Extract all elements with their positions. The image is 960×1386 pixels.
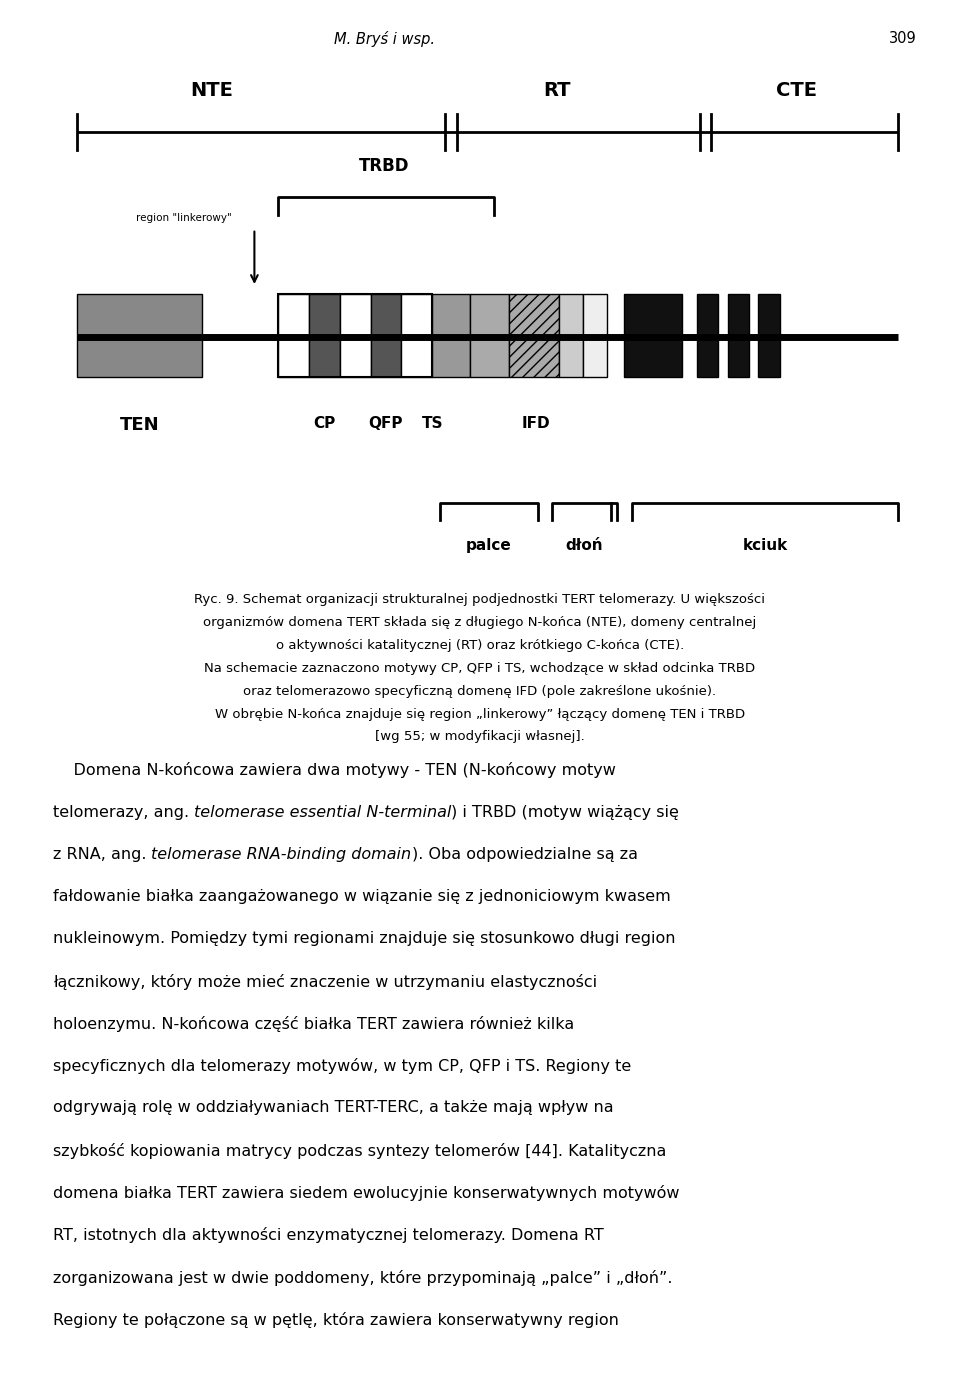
Text: telomerase essential N-terminal: telomerase essential N-terminal [194, 804, 451, 819]
Bar [470, 294, 509, 377]
Text: specyficznych dla telomerazy motywów, w tym CP, QFP i TS. Regiony te: specyficznych dla telomerazy motywów, w … [53, 1059, 631, 1074]
Text: holoenzymu. N-końcowa część białka TERT zawiera również kilka: holoenzymu. N-końcowa część białka TERT … [53, 1016, 574, 1033]
Text: M. Bryś i wsp.: M. Bryś i wsp. [333, 30, 435, 47]
Bar [278, 294, 309, 377]
Text: QFP: QFP [369, 416, 403, 431]
Bar [432, 294, 470, 377]
Bar [401, 294, 432, 377]
Bar [278, 294, 432, 377]
Text: Regiony te połączone są w pętlę, która zawiera konserwatywny region: Regiony te połączone są w pętlę, która z… [53, 1311, 618, 1328]
Text: zorganizowana jest w dwie poddomeny, które przypominają „palce” i „dłoń”.: zorganizowana jest w dwie poddomeny, któ… [53, 1270, 672, 1286]
Bar [583, 294, 607, 377]
Text: region "linkerowy": region "linkerowy" [136, 212, 232, 223]
Bar [340, 294, 371, 377]
Text: TRBD: TRBD [359, 158, 409, 175]
Text: ). Oba odpowiedzialne są za: ). Oba odpowiedzialne są za [412, 847, 637, 862]
Text: TS: TS [422, 416, 444, 431]
Text: ) i TRBD (motyw wiążący się: ) i TRBD (motyw wiążący się [451, 804, 680, 819]
Text: kciuk: kciuk [742, 538, 788, 553]
Text: Ryc. 9. Schemat organizacji strukturalnej podjednostki TERT telomerazy. U większ: Ryc. 9. Schemat organizacji strukturalne… [195, 593, 765, 606]
Text: telomerase RNA-binding domain: telomerase RNA-binding domain [152, 847, 412, 862]
Text: IFD: IFD [521, 416, 550, 431]
Text: RT, istotnych dla aktywności enzymatycznej telomerazy. Domena RT: RT, istotnych dla aktywności enzymatyczn… [53, 1228, 604, 1243]
Text: o aktywności katalitycznej (RT) oraz krótkiego C-końca (CTE).: o aktywności katalitycznej (RT) oraz kró… [276, 639, 684, 651]
Text: NTE: NTE [190, 80, 232, 100]
Text: nukleinowym. Pomiędzy tymi regionami znajduje się stosunkowo długi region: nukleinowym. Pomiędzy tymi regionami zna… [53, 931, 675, 947]
Text: z RNA, ang.: z RNA, ang. [53, 847, 152, 862]
Text: W obrębie N-końca znajduje się region „linkerowy” łączący domenę TEN i TRBD: W obrębie N-końca znajduje się region „l… [215, 708, 745, 721]
Text: Na schemacie zaznaczono motywy CP, QFP i TS, wchodzące w skład odcinka TRBD: Na schemacie zaznaczono motywy CP, QFP i… [204, 663, 756, 675]
Text: organizmów domena TERT składa się z długiego N-końca (NTE), domeny centralnej: organizmów domena TERT składa się z dług… [204, 615, 756, 629]
Text: odgrywają rolę w oddziaływaniach TERT-TERC, a także mają wpływ na: odgrywają rolę w oddziaływaniach TERT-TE… [53, 1100, 613, 1116]
Text: telomerazy, ang.: telomerazy, ang. [53, 804, 194, 819]
Bar [77, 294, 202, 377]
Bar [509, 294, 559, 377]
Text: TEN: TEN [119, 416, 159, 434]
Text: CP: CP [313, 416, 336, 431]
Text: domena białka TERT zawiera siedem ewolucyjnie konserwatywnych motywów: domena białka TERT zawiera siedem ewoluc… [53, 1185, 680, 1202]
Bar [559, 294, 583, 377]
Text: CTE: CTE [777, 80, 817, 100]
Bar [697, 294, 718, 377]
Text: 309: 309 [889, 32, 917, 46]
Text: RT: RT [543, 80, 570, 100]
Text: [wg 55; w modyfikacji własnej].: [wg 55; w modyfikacji własnej]. [375, 730, 585, 743]
Text: fałdowanie białka zaangażowanego w wiązanie się z jednoniciowym kwasem: fałdowanie białka zaangażowanego w wiąza… [53, 890, 670, 904]
Bar [758, 294, 780, 377]
Text: łącznikowy, który może mieć znaczenie w utrzymaniu elastyczności: łącznikowy, który może mieć znaczenie w … [53, 973, 597, 990]
Bar [624, 294, 682, 377]
Bar [728, 294, 749, 377]
Text: Domena N-końcowa zawiera dwa motywy - TEN (N-końcowy motyw: Domena N-końcowa zawiera dwa motywy - TE… [53, 762, 615, 779]
Text: palce: palce [466, 538, 512, 553]
Bar [309, 294, 340, 377]
Bar [371, 294, 401, 377]
Text: oraz telomerazowo specyficzną domenę IFD (pole zakreślone ukośnie).: oraz telomerazowo specyficzną domenę IFD… [244, 685, 716, 697]
Text: szybkość kopiowania matrycy podczas syntezy telomerów [44]. Katalityczna: szybkość kopiowania matrycy podczas synt… [53, 1142, 666, 1159]
Text: dłoń: dłoń [565, 538, 604, 553]
